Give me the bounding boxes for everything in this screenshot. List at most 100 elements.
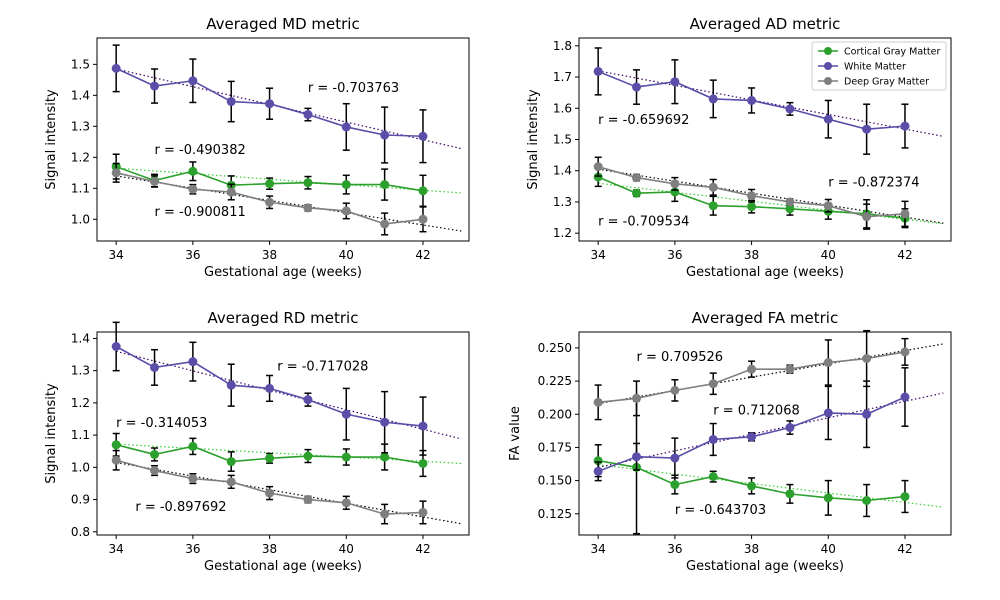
chart-2-correlation-label: r = -0.314053	[116, 416, 207, 431]
chart-1-x-tick-label: 40	[821, 248, 836, 262]
chart-2-point-cortical	[188, 441, 198, 451]
chart-3-point-white	[862, 409, 872, 419]
chart-0-x-tick-label: 38	[262, 248, 277, 262]
chart-1-point-white	[708, 94, 718, 104]
chart-3-x-tick-label: 36	[667, 542, 682, 556]
chart-3-point-white	[823, 408, 833, 418]
ad-metric-chart: Averaged AD metric r = -0.659692 r = -0.87…	[526, 15, 952, 280]
chart-2-x-tick-label: 38	[262, 542, 277, 556]
chart-2-y-axis-label: Signal intensity	[44, 383, 59, 484]
chart-1-point-deep	[747, 191, 757, 201]
chart-1-fit-line-white	[598, 70, 944, 137]
chart-0-y-tick-label: 1.1	[71, 181, 90, 195]
chart-2-point-white	[188, 357, 198, 367]
chart-3-title: Averaged FA metric	[692, 309, 838, 327]
chart-0-y-tick-label: 1.2	[71, 150, 90, 164]
chart-2-x-tick-label: 34	[109, 542, 124, 556]
chart-0-axes-frame	[96, 37, 470, 242]
legend-label-white: White Matter	[844, 62, 906, 73]
chart-2-point-cortical	[226, 457, 236, 467]
chart-1-point-deep	[708, 182, 718, 192]
chart-0-point-deep	[380, 219, 390, 229]
chart-2-point-deep	[303, 495, 313, 505]
chart-1-point-white	[785, 104, 795, 114]
chart-1-correlation-label: r = -0.872374	[828, 175, 919, 190]
chart-0-point-cortical	[418, 186, 428, 196]
chart-1-point-deep	[785, 197, 795, 207]
chart-2-point-cortical	[150, 449, 160, 459]
chart-1-point-deep	[593, 162, 603, 172]
chart-0-point-white	[380, 130, 390, 140]
chart-0-point-cortical	[303, 178, 313, 188]
chart-1-point-cortical	[593, 172, 603, 182]
chart-1-y-tick-label: 1.5	[553, 133, 572, 147]
chart-1-point-deep	[823, 201, 833, 211]
chart-3-x-tick-label: 38	[744, 542, 759, 556]
chart-0-correlation-label: r = -0.703763	[308, 81, 399, 96]
chart-1-correlation-label: r = -0.659692	[598, 113, 689, 128]
chart-3-correlation-label: r = 0.712068	[713, 403, 800, 418]
chart-3-y-tick-label: 0.150	[538, 474, 572, 488]
chart-1-y-tick-label: 1.2	[553, 226, 572, 240]
chart-2-x-tick-label: 36	[185, 542, 200, 556]
chart-3-point-white	[785, 423, 795, 433]
chart-3-point-deep	[632, 393, 642, 403]
chart-3-point-deep	[900, 347, 910, 357]
chart-0-point-deep	[341, 206, 351, 216]
chart-0-point-white	[111, 63, 121, 73]
chart-0-point-white	[226, 97, 236, 107]
chart-3-point-deep	[670, 385, 680, 395]
chart-1-point-cortical	[708, 201, 718, 211]
chart-2-point-deep	[226, 477, 236, 487]
chart-1-point-white	[862, 124, 872, 134]
chart-2-point-deep	[380, 509, 390, 519]
chart-3-point-cortical	[862, 496, 872, 506]
chart-3-fit-line-white	[598, 392, 944, 468]
chart-3-point-deep	[823, 358, 833, 368]
chart-2-point-white	[265, 383, 275, 393]
chart-0-x-tick-label: 34	[109, 248, 124, 262]
chart-3-point-deep	[862, 354, 872, 364]
chart-1-point-white	[747, 95, 757, 105]
chart-3-point-deep	[708, 379, 718, 389]
chart-3-point-white	[747, 432, 757, 442]
chart-3-point-deep	[747, 364, 757, 374]
chart-2-y-tick-label: 0.9	[71, 493, 90, 507]
chart-1-x-tick-label: 34	[591, 248, 606, 262]
md-metric-chart: Averaged MD metric r = -0.703763 r = -0.49…	[44, 15, 470, 280]
chart-2-point-white	[341, 409, 351, 419]
chart-1-x-tick-label: 36	[667, 248, 682, 262]
chart-2-point-white	[226, 380, 236, 390]
chart-3-point-cortical	[708, 472, 718, 482]
chart-0-point-deep	[150, 176, 160, 186]
chart-3-y-tick-label: 0.225	[538, 374, 572, 388]
chart-1-y-tick-label: 1.7	[553, 70, 572, 84]
chart-1-x-tick-label: 38	[744, 248, 759, 262]
legend-swatch-marker-cortical	[824, 47, 832, 55]
chart-0-point-white	[418, 131, 428, 141]
chart-2-point-cortical	[418, 458, 428, 468]
chart-2-x-tick-label: 40	[339, 542, 354, 556]
chart-1-point-white	[632, 82, 642, 92]
chart-2-point-cortical	[341, 452, 351, 462]
chart-1-point-cortical	[632, 188, 642, 198]
chart-2-point-deep	[188, 474, 198, 484]
chart-3-point-white	[632, 452, 642, 462]
legend-box	[811, 41, 947, 91]
chart-0-point-white	[265, 99, 275, 109]
chart-0-point-cortical	[380, 180, 390, 190]
chart-2-point-white	[303, 395, 313, 405]
chart-2-x-tick-label: 42	[415, 542, 430, 556]
chart-2-point-deep	[341, 498, 351, 508]
chart-3-axes-frame	[578, 331, 952, 536]
chart-2-y-tick-label: 0.8	[71, 525, 90, 539]
chart-2-point-deep	[418, 507, 428, 517]
chart-0-correlation-label: r = -0.900811	[155, 205, 246, 220]
chart-0-point-deep	[303, 203, 313, 213]
chart-0-point-cortical	[265, 179, 275, 189]
chart-3-y-axis-label: FA value	[508, 406, 523, 461]
legend-swatch-marker-deep	[824, 77, 832, 85]
chart-2-point-white	[380, 417, 390, 427]
chart-0-point-white	[341, 122, 351, 132]
